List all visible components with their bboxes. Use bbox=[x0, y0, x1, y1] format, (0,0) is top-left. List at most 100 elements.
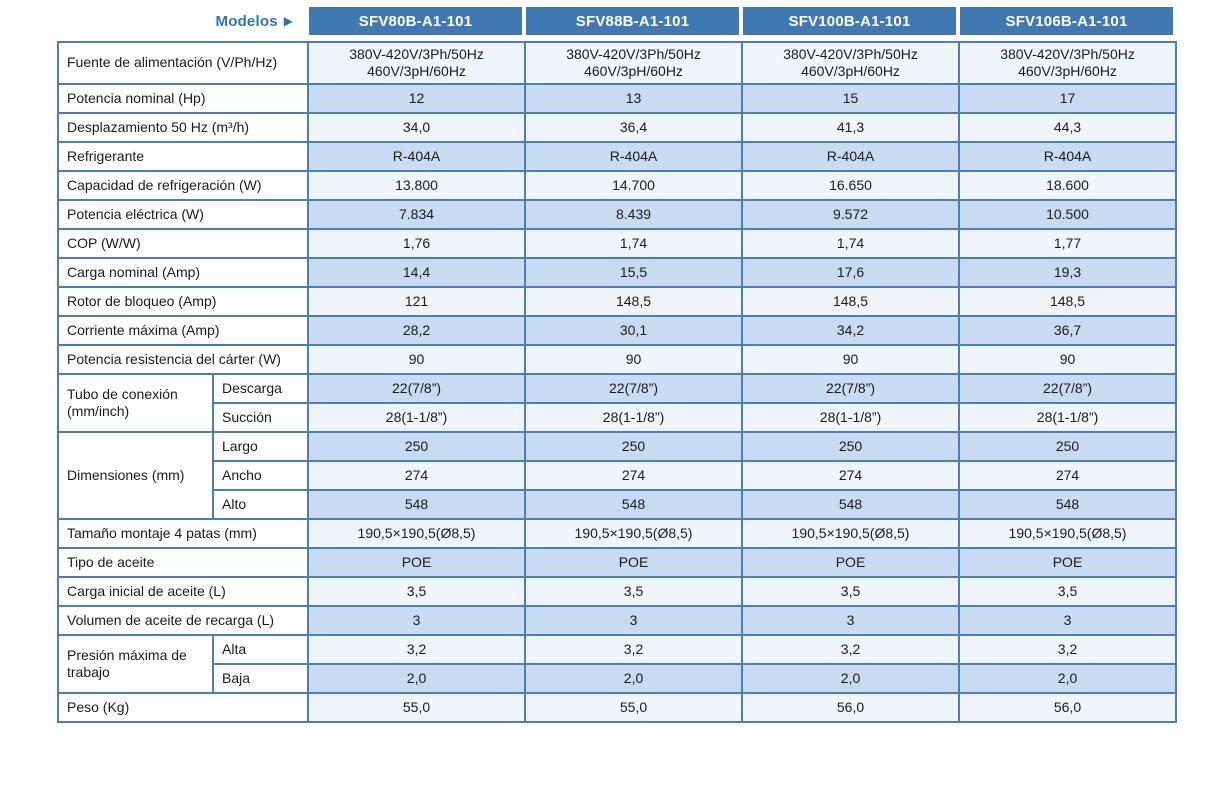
value-cell: 1,76 bbox=[307, 228, 527, 259]
spec-table-body: Fuente de alimentación (V/Ph/Hz) 380V-420… bbox=[56, 41, 1178, 723]
table-row: Tipo de aceite POE POE POE POE bbox=[56, 547, 1178, 578]
models-label: Modelos bbox=[215, 12, 278, 30]
value-cell: 41,3 bbox=[741, 112, 961, 143]
row-sub-label: Succión bbox=[211, 402, 310, 433]
value-cell: 30,1 bbox=[524, 315, 744, 346]
value-cell: 44,3 bbox=[958, 112, 1178, 143]
table-row: Succión 28(1-1/8”) 28(1-1/8”) 28(1-1/8”) 28(… bbox=[58, 402, 1178, 433]
row-sub-label: Largo bbox=[211, 431, 310, 462]
value-cell: 28(1-1/8”) bbox=[307, 402, 527, 433]
value-cell: 3,5 bbox=[307, 576, 527, 607]
value-cell: 90 bbox=[524, 344, 744, 375]
row-label: Potencia resistencia del cárter (W) bbox=[56, 344, 310, 375]
table-row: Potencia nominal (Hp) 12 13 15 17 bbox=[56, 83, 1178, 114]
spec-sheet-page: Modelos ▶ SFV80B-A1-101 SFV88B-A1-101 SF… bbox=[56, 7, 1178, 723]
table-row: Baja 2,0 2,0 2,0 2,0 bbox=[58, 663, 1178, 694]
row-sub-label: Baja bbox=[211, 663, 310, 694]
row-sub-label: Descarga bbox=[211, 373, 310, 404]
value-cell: 380V-420V/3Ph/50Hz 460V/3pH/60Hz bbox=[524, 41, 744, 85]
arrow-right-icon: ▶ bbox=[283, 14, 293, 28]
row-label: Volumen de aceite de recarga (L) bbox=[56, 605, 310, 636]
table-row: Carga nominal (Amp) 14,4 15,5 17,6 19,3 bbox=[56, 257, 1178, 288]
value-cell: 3 bbox=[958, 605, 1178, 636]
value-cell: 548 bbox=[741, 489, 961, 520]
value-cell: 28(1-1/8”) bbox=[741, 402, 961, 433]
value-cell: 148,5 bbox=[524, 286, 744, 317]
value-cell: 56,0 bbox=[741, 692, 961, 723]
model-header-sfv106b: SFV106B-A1-101 bbox=[960, 7, 1173, 35]
value-cell: 13.800 bbox=[307, 170, 527, 201]
value-cell: 2,0 bbox=[307, 663, 527, 694]
table-row: Ancho 274 274 274 274 bbox=[58, 460, 1178, 491]
value-cell: 28(1-1/8”) bbox=[958, 402, 1178, 433]
value-cell: 55,0 bbox=[524, 692, 744, 723]
value-cell: 3 bbox=[307, 605, 527, 636]
row-sub-label: Alta bbox=[211, 634, 310, 665]
value-cell: 3,5 bbox=[958, 576, 1178, 607]
value-cell: 250 bbox=[741, 431, 961, 462]
value-cell: 380V-420V/3Ph/50Hz 460V/3pH/60Hz bbox=[958, 41, 1178, 85]
value-cell: 55,0 bbox=[307, 692, 527, 723]
value-cell: 13 bbox=[524, 83, 744, 114]
value-cell: 3,2 bbox=[524, 634, 744, 665]
value-cell: 22(7/8”) bbox=[307, 373, 527, 404]
value-cell: 3,2 bbox=[958, 634, 1178, 665]
row-group-label: Presión máxima de trabajo bbox=[57, 634, 214, 694]
value-cell: 90 bbox=[741, 344, 961, 375]
row-label: Tipo de aceite bbox=[56, 547, 310, 578]
value-cell: 548 bbox=[307, 489, 527, 520]
value-cell: 148,5 bbox=[958, 286, 1178, 317]
value-cell: 548 bbox=[958, 489, 1178, 520]
value-cell: 3,5 bbox=[524, 576, 744, 607]
value-cell: 380V-420V/3Ph/50Hz 460V/3pH/60Hz bbox=[741, 41, 961, 85]
value-cell: 14.700 bbox=[524, 170, 744, 201]
value-cell: 3 bbox=[741, 605, 961, 636]
row-label: Potencia eléctrica (W) bbox=[56, 199, 310, 230]
table-row: Dimensiones (mm) Largo 250 250 250 250 bbox=[57, 431, 1178, 520]
table-row: Potencia eléctrica (W) 7.834 8.439 9.572 10.… bbox=[56, 199, 1178, 230]
value-cell: 2,0 bbox=[741, 663, 961, 694]
value-cell: 2,0 bbox=[958, 663, 1178, 694]
value-cell: 3,5 bbox=[741, 576, 961, 607]
table-row: Corriente máxima (Amp) 28,2 30,1 34,2 36,7 bbox=[56, 315, 1178, 346]
value-cell: 28,2 bbox=[307, 315, 527, 346]
row-label: Rotor de bloqueo (Amp) bbox=[56, 286, 310, 317]
value-cell: 34,2 bbox=[741, 315, 961, 346]
value-cell: POE bbox=[307, 547, 527, 578]
table-row: Capacidad de refrigeración (W) 13.800 14.7… bbox=[56, 170, 1178, 201]
value-cell: POE bbox=[958, 547, 1178, 578]
value-cell: 250 bbox=[307, 431, 527, 462]
row-sub-label: Ancho bbox=[211, 460, 310, 491]
value-cell: 22(7/8”) bbox=[524, 373, 744, 404]
value-cell: 34,0 bbox=[307, 112, 527, 143]
value-cell: R-404A bbox=[524, 141, 744, 172]
value-cell: 15,5 bbox=[524, 257, 744, 288]
table-row: Carga inicial de aceite (L) 3,5 3,5 3,5 3,5 bbox=[56, 576, 1178, 607]
row-label: Potencia nominal (Hp) bbox=[56, 83, 310, 114]
value-cell: 19,3 bbox=[958, 257, 1178, 288]
row-label: Carga inicial de aceite (L) bbox=[56, 576, 310, 607]
value-cell: 548 bbox=[524, 489, 744, 520]
table-row: Refrigerante R-404A R-404A R-404A R-404A bbox=[56, 141, 1178, 172]
table-row: Alto 548 548 548 548 bbox=[58, 489, 1178, 520]
value-cell: 148,5 bbox=[741, 286, 961, 317]
value-cell: 17 bbox=[958, 83, 1178, 114]
value-cell: 3 bbox=[524, 605, 744, 636]
model-header-sfv80b: SFV80B-A1-101 bbox=[309, 7, 522, 35]
row-group-label: Dimensiones (mm) bbox=[57, 431, 214, 520]
value-cell: 36,7 bbox=[958, 315, 1178, 346]
row-label: COP (W/W) bbox=[56, 228, 310, 259]
value-cell: 10.500 bbox=[958, 199, 1178, 230]
value-cell: 380V-420V/3Ph/50Hz 460V/3pH/60Hz bbox=[307, 41, 527, 85]
value-cell: 90 bbox=[958, 344, 1178, 375]
row-label: Carga nominal (Amp) bbox=[56, 257, 310, 288]
value-cell: R-404A bbox=[741, 141, 961, 172]
value-cell: 36,4 bbox=[524, 112, 744, 143]
models-label-cell: Modelos ▶ bbox=[57, 7, 307, 35]
table-row: Desplazamiento 50 Hz (m³/h) 34,0 36,4 41,3 4… bbox=[56, 112, 1178, 143]
value-cell: 190,5×190,5(Ø8,5) bbox=[524, 518, 744, 549]
value-cell: POE bbox=[524, 547, 744, 578]
value-cell: 7.834 bbox=[307, 199, 527, 230]
value-cell: 17,6 bbox=[741, 257, 961, 288]
row-label: Corriente máxima (Amp) bbox=[56, 315, 310, 346]
